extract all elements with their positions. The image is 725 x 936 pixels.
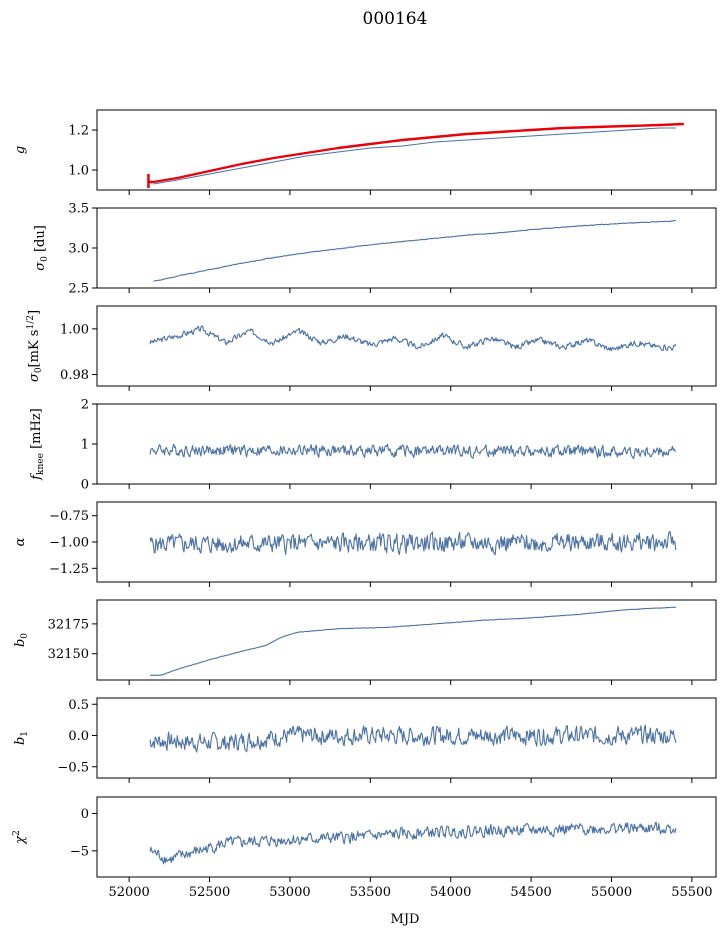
series-line-1-1 (153, 127, 676, 185)
axes-frame-6 (96, 599, 717, 681)
panel-6: 32150 32175 b0 (13, 599, 717, 685)
y-tick-label-6-1: 32150 (48, 647, 89, 662)
y-tick-label-4-3: 2 (81, 398, 89, 413)
y-tick-label-7-2: 0.0 (68, 729, 89, 744)
panel-3: 0.98 1.00 σ0[mK s1/2] (26, 305, 717, 391)
series-line-4-1 (149, 443, 677, 460)
x-tick-label-8: 55500 (671, 885, 712, 900)
y-axis-label-subscript-3: 0 (34, 367, 44, 373)
series-line-6-1 (149, 606, 676, 676)
y-axis-label-3: σ0[mK s1/2] (26, 310, 44, 382)
y-tick-label-3-1: 0.98 (60, 368, 89, 383)
panel-1: 1.0 1.2 g (13, 109, 717, 195)
axes-frame-3 (96, 305, 717, 387)
panel-4: 0 1 2 fknee [mHz] (29, 398, 717, 493)
y-tick-label-2-2: 3.0 (68, 242, 89, 257)
y-axis-label-symbol-6: b (13, 639, 28, 647)
axes-frame-2 (96, 207, 717, 289)
y-axis-label-symbol-7: b (13, 737, 28, 745)
y-tick-label-4-2: 1 (81, 438, 89, 453)
y-tick-label-1-1: 1.0 (68, 164, 89, 179)
y-axis-label-superscript-8: 2 (12, 830, 22, 836)
y-tick-label-7-1: −0.5 (57, 760, 89, 775)
y-axis-label-subscript-4: knee (36, 453, 46, 475)
y-axis-label-symbol-1: g (13, 146, 28, 154)
series-line-8-1 (149, 822, 677, 865)
x-tick-label-7: 55000 (591, 885, 632, 900)
y-tick-label-6-2: 32175 (48, 617, 89, 632)
x-tick-label-1: 52000 (108, 885, 149, 900)
series-line-5-1 (149, 530, 677, 556)
y-axis-label-unit-4: [mHz] (29, 408, 44, 453)
y-axis-label-end-3: ] (27, 310, 42, 315)
axes-frame-1 (96, 109, 717, 191)
series-line-7-1 (149, 724, 677, 753)
y-axis-label-subscript-7: 1 (20, 731, 30, 737)
y-tick-label-7-3: 0.5 (68, 698, 89, 713)
x-tick-label-5: 54000 (430, 885, 471, 900)
y-axis-label-symbol-2: σ (33, 261, 48, 271)
x-tick-label-4: 53500 (350, 885, 391, 900)
series-line-3-1 (149, 325, 677, 352)
y-tick-label-8-1: −5 (70, 844, 89, 859)
series-line-2-1 (153, 219, 676, 282)
x-axis-label: MJD (391, 912, 420, 927)
y-axis-label-1: g (13, 146, 28, 154)
y-axis-label-subscript-6: 0 (20, 633, 30, 639)
x-tick-label-3: 53000 (269, 885, 310, 900)
y-axis-label-4: fknee [mHz] (29, 408, 46, 481)
y-tick-label-2-1: 2.5 (68, 282, 89, 297)
y-axis-label-symbol-8: χ (13, 835, 28, 845)
y-axis-label-unit-2: [du] (33, 225, 48, 256)
y-tick-label-3-2: 1.00 (60, 322, 89, 337)
y-axis-label-8: χ2 (12, 830, 28, 845)
axes-frame-8 (96, 796, 717, 878)
y-tick-label-8-2: 0 (81, 807, 89, 822)
y-tick-label-5-2: −1.00 (49, 536, 89, 551)
panel-7: −0.5 0.0 0.5 b1 (13, 697, 717, 783)
panel-8: −5 0 52000 52500 53000 53500 54000 54500 55000 55… (12, 796, 717, 900)
panel-5: −1.25 −1.00 −0.75 α (13, 501, 717, 587)
y-axis-label-symbol-5: α (13, 537, 28, 546)
y-tick-label-2-3: 3.5 (68, 202, 89, 217)
y-axis-label-superscript-3: 1/2 (26, 315, 36, 329)
y-axis-label-symbol-3: σ (27, 372, 42, 382)
y-axis-label-2: σ0 [du] (33, 225, 50, 271)
y-axis-label-unit-3: [mK s (27, 330, 42, 368)
y-tick-label-1-2: 1.2 (68, 124, 89, 139)
y-axis-label-6: b0 (13, 633, 30, 647)
y-axis-label-7: b1 (13, 731, 30, 745)
figure-title: 000164 (363, 9, 428, 29)
y-axis-label-5: α (13, 537, 28, 546)
x-tick-label-2: 52500 (189, 885, 230, 900)
series-line-1-2 (148, 122, 684, 184)
y-axis-label-subscript-2: 0 (40, 256, 50, 262)
y-axis-label-symbol-4: f (29, 473, 44, 481)
y-tick-label-4-1: 0 (81, 478, 89, 493)
axes-frame-7 (96, 697, 717, 779)
panel-2: 2.5 3.0 3.5 σ0 [du] (33, 202, 717, 297)
axes-frame-4 (96, 403, 717, 485)
y-tick-label-5-3: −0.75 (49, 509, 89, 524)
x-tick-label-6: 54500 (510, 885, 551, 900)
y-tick-label-5-1: −1.25 (49, 562, 89, 577)
